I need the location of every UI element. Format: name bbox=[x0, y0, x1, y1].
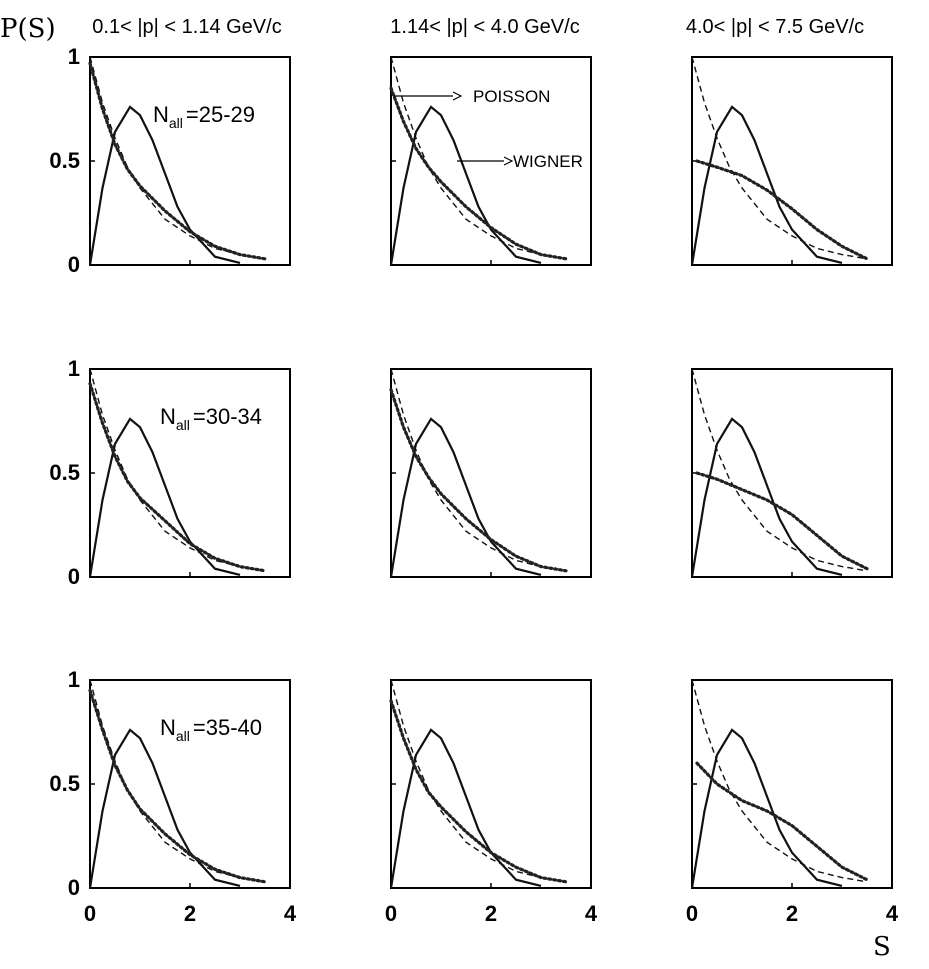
multiplicity-label: Nall =35-40 bbox=[160, 715, 262, 744]
panel-frame bbox=[390, 679, 592, 889]
wigner-annotation: WIGNER bbox=[513, 152, 583, 171]
column-title-2: 1.14< |p| < 4.0 GeV/c bbox=[390, 16, 579, 38]
y-tick-label: 1 bbox=[68, 44, 80, 69]
y-axis-label: P(S) bbox=[0, 14, 56, 44]
x-tick-label: 2 bbox=[786, 901, 798, 926]
poisson-annotation: POISSON bbox=[473, 87, 550, 106]
wigner-curve bbox=[690, 728, 843, 889]
poisson-curve bbox=[89, 56, 266, 260]
data-series bbox=[88, 688, 267, 884]
panel-r1-c2: POISSON WIGNER bbox=[389, 56, 592, 266]
wigner-curve bbox=[88, 417, 241, 578]
wigner-curve bbox=[389, 417, 542, 578]
label-value: =35-40 bbox=[193, 715, 262, 740]
panel-r3-c2: 0 2 4 bbox=[385, 679, 598, 926]
label-main: N bbox=[160, 404, 176, 429]
panel-r1-c3 bbox=[690, 56, 893, 266]
x-tick-label: 4 bbox=[585, 901, 598, 926]
x-tick-label: 2 bbox=[184, 901, 196, 926]
y-tick-label: 0.5 bbox=[49, 148, 80, 173]
x-tick-label: 4 bbox=[284, 901, 297, 926]
panel-r3-c1: 0 0.5 1 0 2 4 Nall =35-40 bbox=[49, 667, 296, 926]
panel-frame bbox=[89, 56, 291, 266]
multiplicity-label: Nall =25-29 bbox=[153, 102, 255, 131]
panel-frame bbox=[390, 368, 592, 578]
wigner-curve bbox=[88, 105, 241, 266]
y-tick-label: 0.5 bbox=[49, 771, 80, 796]
panel-r1-c1: 0 0.5 1 Nall =25-29 bbox=[49, 44, 291, 277]
x-axis-label: S bbox=[873, 932, 891, 962]
y-tick-label: 0.5 bbox=[49, 460, 80, 485]
poisson-curve bbox=[691, 368, 868, 572]
x-tick-label: 0 bbox=[385, 901, 397, 926]
y-tick-label: 1 bbox=[68, 667, 80, 692]
label-value: =25-29 bbox=[186, 102, 255, 127]
multiplicity-label: Nall =30-34 bbox=[160, 404, 262, 433]
wigner-curve bbox=[389, 728, 542, 889]
panel-r2-c1: 0 0.5 1 Nall =30-34 bbox=[49, 356, 291, 589]
data-series bbox=[695, 159, 869, 261]
label-subscript: all bbox=[169, 115, 183, 131]
panel-r2-c2 bbox=[389, 368, 592, 578]
wigner-curve bbox=[690, 105, 843, 266]
panel-frame bbox=[691, 56, 893, 266]
poisson-curve bbox=[691, 679, 868, 883]
wigner-curve bbox=[389, 105, 542, 266]
label-subscript: all bbox=[176, 417, 190, 433]
label-value: =30-34 bbox=[193, 404, 262, 429]
panel-frame bbox=[89, 368, 291, 578]
label-subscript: all bbox=[176, 728, 190, 744]
panel-frame bbox=[691, 368, 893, 578]
panel-frame bbox=[89, 679, 291, 889]
poisson-curve bbox=[89, 368, 266, 572]
wigner-arrowhead bbox=[503, 156, 514, 166]
y-tick-label: 0 bbox=[68, 875, 80, 900]
x-tick-label: 0 bbox=[686, 901, 698, 926]
wigner-curve bbox=[690, 417, 843, 578]
x-tick-label: 0 bbox=[84, 901, 96, 926]
data-series bbox=[389, 388, 568, 573]
data-series bbox=[88, 61, 267, 261]
y-tick-label: 1 bbox=[68, 356, 80, 381]
data-series bbox=[695, 761, 869, 882]
poisson-curve bbox=[390, 679, 567, 883]
data-series bbox=[695, 471, 869, 571]
x-tick-label: 2 bbox=[485, 901, 497, 926]
figure-header: P(S) 0.1< |p| < 1.14 GeV/c 1.14< |p| < 4… bbox=[0, 14, 891, 962]
label-main: N bbox=[153, 102, 169, 127]
poisson-curve bbox=[390, 368, 567, 572]
poisson-curve bbox=[89, 679, 266, 883]
wigner-curve bbox=[88, 728, 241, 889]
data-series bbox=[88, 382, 267, 573]
x-tick-label: 4 bbox=[886, 901, 899, 926]
poisson-curve bbox=[691, 56, 868, 260]
panel-r3-c3: 0 2 4 bbox=[686, 679, 899, 926]
y-tick-label: 0 bbox=[68, 252, 80, 277]
y-tick-label: 0 bbox=[68, 564, 80, 589]
panel-r2-c3 bbox=[690, 368, 893, 578]
data-series bbox=[389, 699, 568, 884]
panel-frame bbox=[691, 679, 893, 889]
label-main: N bbox=[160, 715, 176, 740]
column-title-3: 4.0< |p| < 7.5 GeV/c bbox=[686, 16, 864, 38]
poisson-curve bbox=[390, 56, 567, 260]
data-series bbox=[389, 86, 568, 261]
column-title-1: 0.1< |p| < 1.14 GeV/c bbox=[92, 16, 281, 38]
poisson-arrowhead bbox=[452, 91, 463, 101]
